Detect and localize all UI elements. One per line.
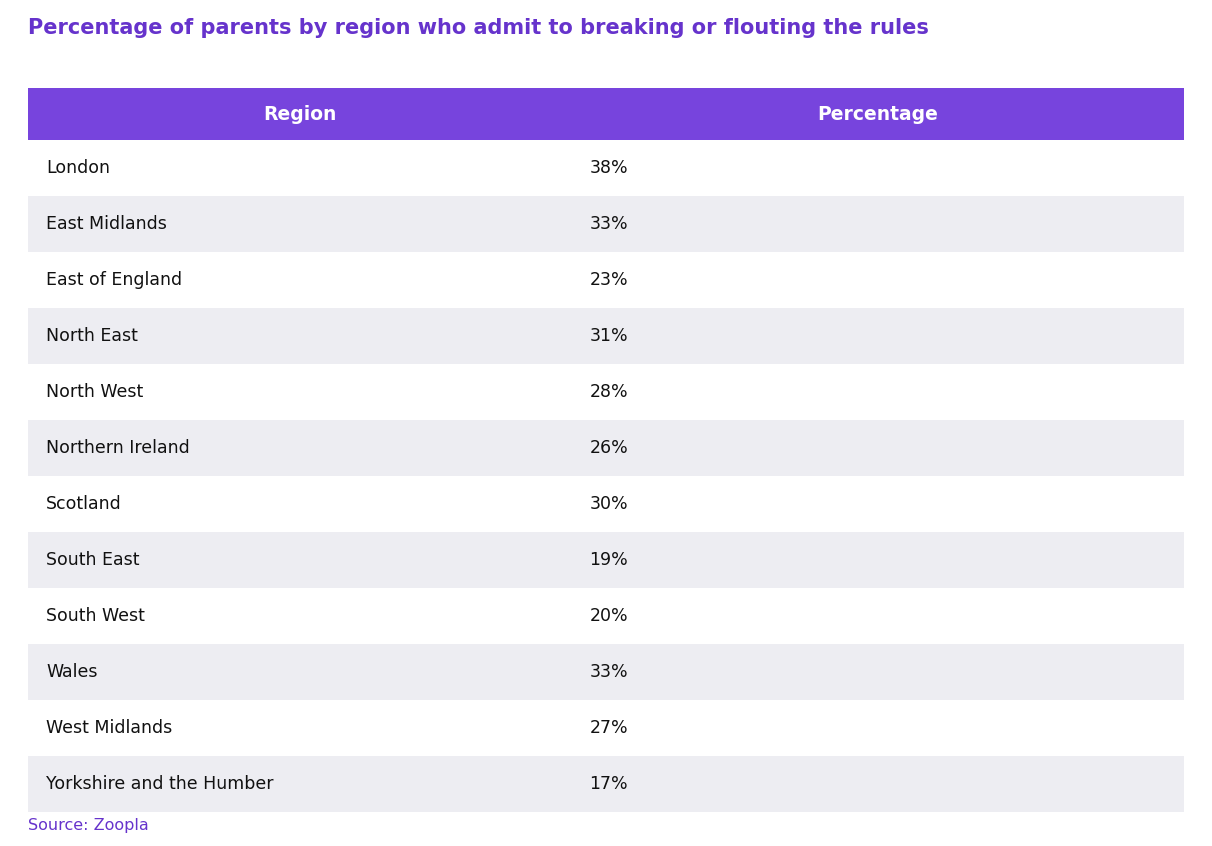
Text: Region: Region: [263, 105, 337, 124]
Text: Source: Zoopla: Source: Zoopla: [28, 818, 149, 833]
Bar: [28, 140, 1184, 196]
Text: 31%: 31%: [589, 327, 628, 345]
Text: 33%: 33%: [589, 215, 628, 233]
Text: South East: South East: [46, 551, 139, 569]
Text: 27%: 27%: [589, 719, 628, 737]
Bar: [28, 420, 1184, 476]
Text: 38%: 38%: [589, 159, 628, 177]
Text: Percentage of parents by region who admit to breaking or flouting the rules: Percentage of parents by region who admi…: [28, 18, 928, 38]
Text: North East: North East: [46, 327, 138, 345]
Text: 20%: 20%: [589, 607, 628, 625]
Text: Wales: Wales: [46, 663, 97, 681]
Bar: [28, 644, 1184, 700]
Text: North West: North West: [46, 383, 143, 401]
Text: Scotland: Scotland: [46, 495, 121, 513]
Text: East Midlands: East Midlands: [46, 215, 167, 233]
Text: East of England: East of England: [46, 271, 182, 289]
Text: 33%: 33%: [589, 663, 628, 681]
Text: 23%: 23%: [589, 271, 628, 289]
Text: 17%: 17%: [589, 775, 628, 793]
Text: London: London: [46, 159, 110, 177]
Text: West Midlands: West Midlands: [46, 719, 172, 737]
Text: South West: South West: [46, 607, 145, 625]
Bar: [28, 700, 1184, 756]
Bar: [28, 532, 1184, 588]
Text: 26%: 26%: [589, 439, 628, 457]
Bar: [28, 364, 1184, 420]
Text: Northern Ireland: Northern Ireland: [46, 439, 190, 457]
Text: Percentage: Percentage: [817, 105, 938, 124]
Text: 28%: 28%: [589, 383, 628, 401]
Bar: [28, 196, 1184, 252]
Text: Yorkshire and the Humber: Yorkshire and the Humber: [46, 775, 274, 793]
Bar: [28, 756, 1184, 812]
Bar: [28, 308, 1184, 364]
Bar: [28, 588, 1184, 644]
Text: 30%: 30%: [589, 495, 628, 513]
Bar: [28, 88, 1184, 140]
Bar: [28, 252, 1184, 308]
Text: 19%: 19%: [589, 551, 628, 569]
Bar: [28, 476, 1184, 532]
